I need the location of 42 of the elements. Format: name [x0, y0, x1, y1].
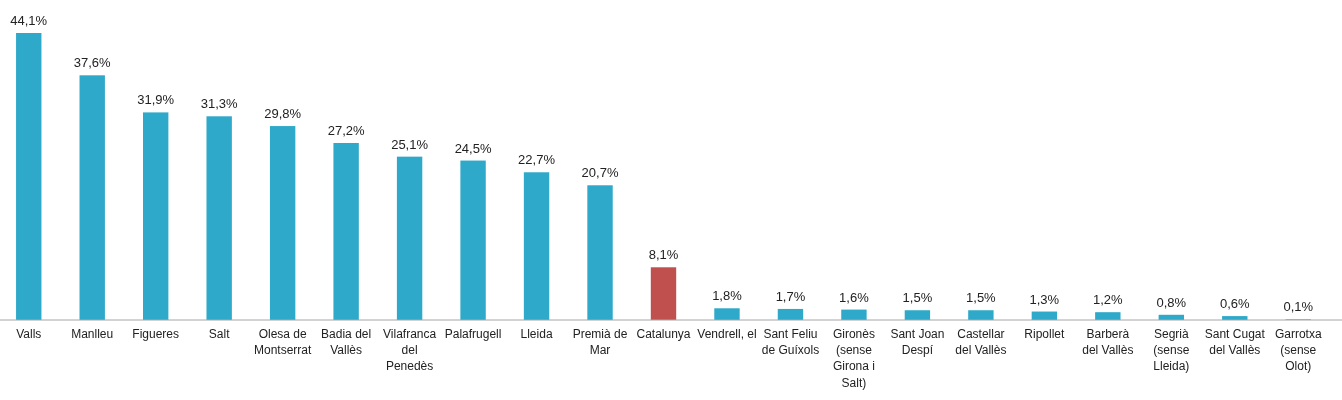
- x-tick-label: Sant Feliu de Guíxols: [761, 327, 820, 358]
- data-label: 1,5%: [966, 290, 997, 306]
- data-label: 31,3%: [200, 96, 239, 112]
- data-label: 1,5%: [902, 290, 933, 306]
- x-tick-label: Figueres: [132, 327, 180, 341]
- data-label: 1,3%: [1029, 291, 1060, 307]
- data-label: 25,1%: [391, 136, 429, 152]
- data-label: 0,6%: [1219, 296, 1251, 312]
- data-label: 1,6%: [839, 289, 870, 305]
- data-label: 0,8%: [1156, 294, 1187, 310]
- x-tick-label: Manlleu: [71, 327, 114, 341]
- x-tick-label: Badia del Vallès: [321, 327, 372, 358]
- data-label: 24,5%: [454, 140, 492, 156]
- x-tick-label: Lleida: [520, 327, 553, 341]
- x-tick-label: Ripollet: [1024, 327, 1066, 341]
- x-tick-label: Premià de Mar: [572, 327, 628, 358]
- data-label: 20,7%: [581, 165, 619, 181]
- data-label: 0,1%: [1283, 299, 1314, 315]
- x-tick-label: Gironès (sense Girona i Salt): [832, 327, 875, 390]
- x-tick-label: Catalunya: [636, 327, 691, 341]
- data-label: 31,9%: [137, 92, 175, 108]
- x-tick-label: Vendrell, el: [697, 327, 757, 341]
- data-label: 27,2%: [327, 122, 365, 138]
- data-label: 8,1%: [648, 247, 679, 263]
- x-tick-label: Valls: [16, 327, 42, 341]
- data-label: 44,1%: [10, 13, 48, 28]
- x-tick-label: Olesa de Montserrat: [253, 327, 312, 358]
- data-label: 37,6%: [73, 55, 112, 71]
- x-tick-label: Barberà del Vallès: [1082, 327, 1134, 358]
- data-label: 1,7%: [775, 288, 806, 304]
- x-tick-label: Sant Cugat del Vallès: [1204, 327, 1266, 358]
- data-label: 1,8%: [712, 288, 743, 304]
- x-tick-label: Segrià (sense Lleida): [1153, 327, 1190, 374]
- data-label: 29,8%: [264, 106, 302, 122]
- x-tick-label: Salt: [208, 327, 231, 341]
- x-tick-label: Palafrugell: [444, 327, 502, 341]
- x-tick-label: Sant Joan Despí: [890, 327, 945, 358]
- data-label: 22,7%: [518, 152, 556, 168]
- x-tick-label: Garrotxa (sense Olot): [1274, 327, 1322, 374]
- x-tick-label: Vilafranca del Penedès: [383, 327, 437, 374]
- x-tick-label: Castellar del Vallès: [955, 327, 1007, 358]
- data-label: 1,2%: [1093, 292, 1124, 308]
